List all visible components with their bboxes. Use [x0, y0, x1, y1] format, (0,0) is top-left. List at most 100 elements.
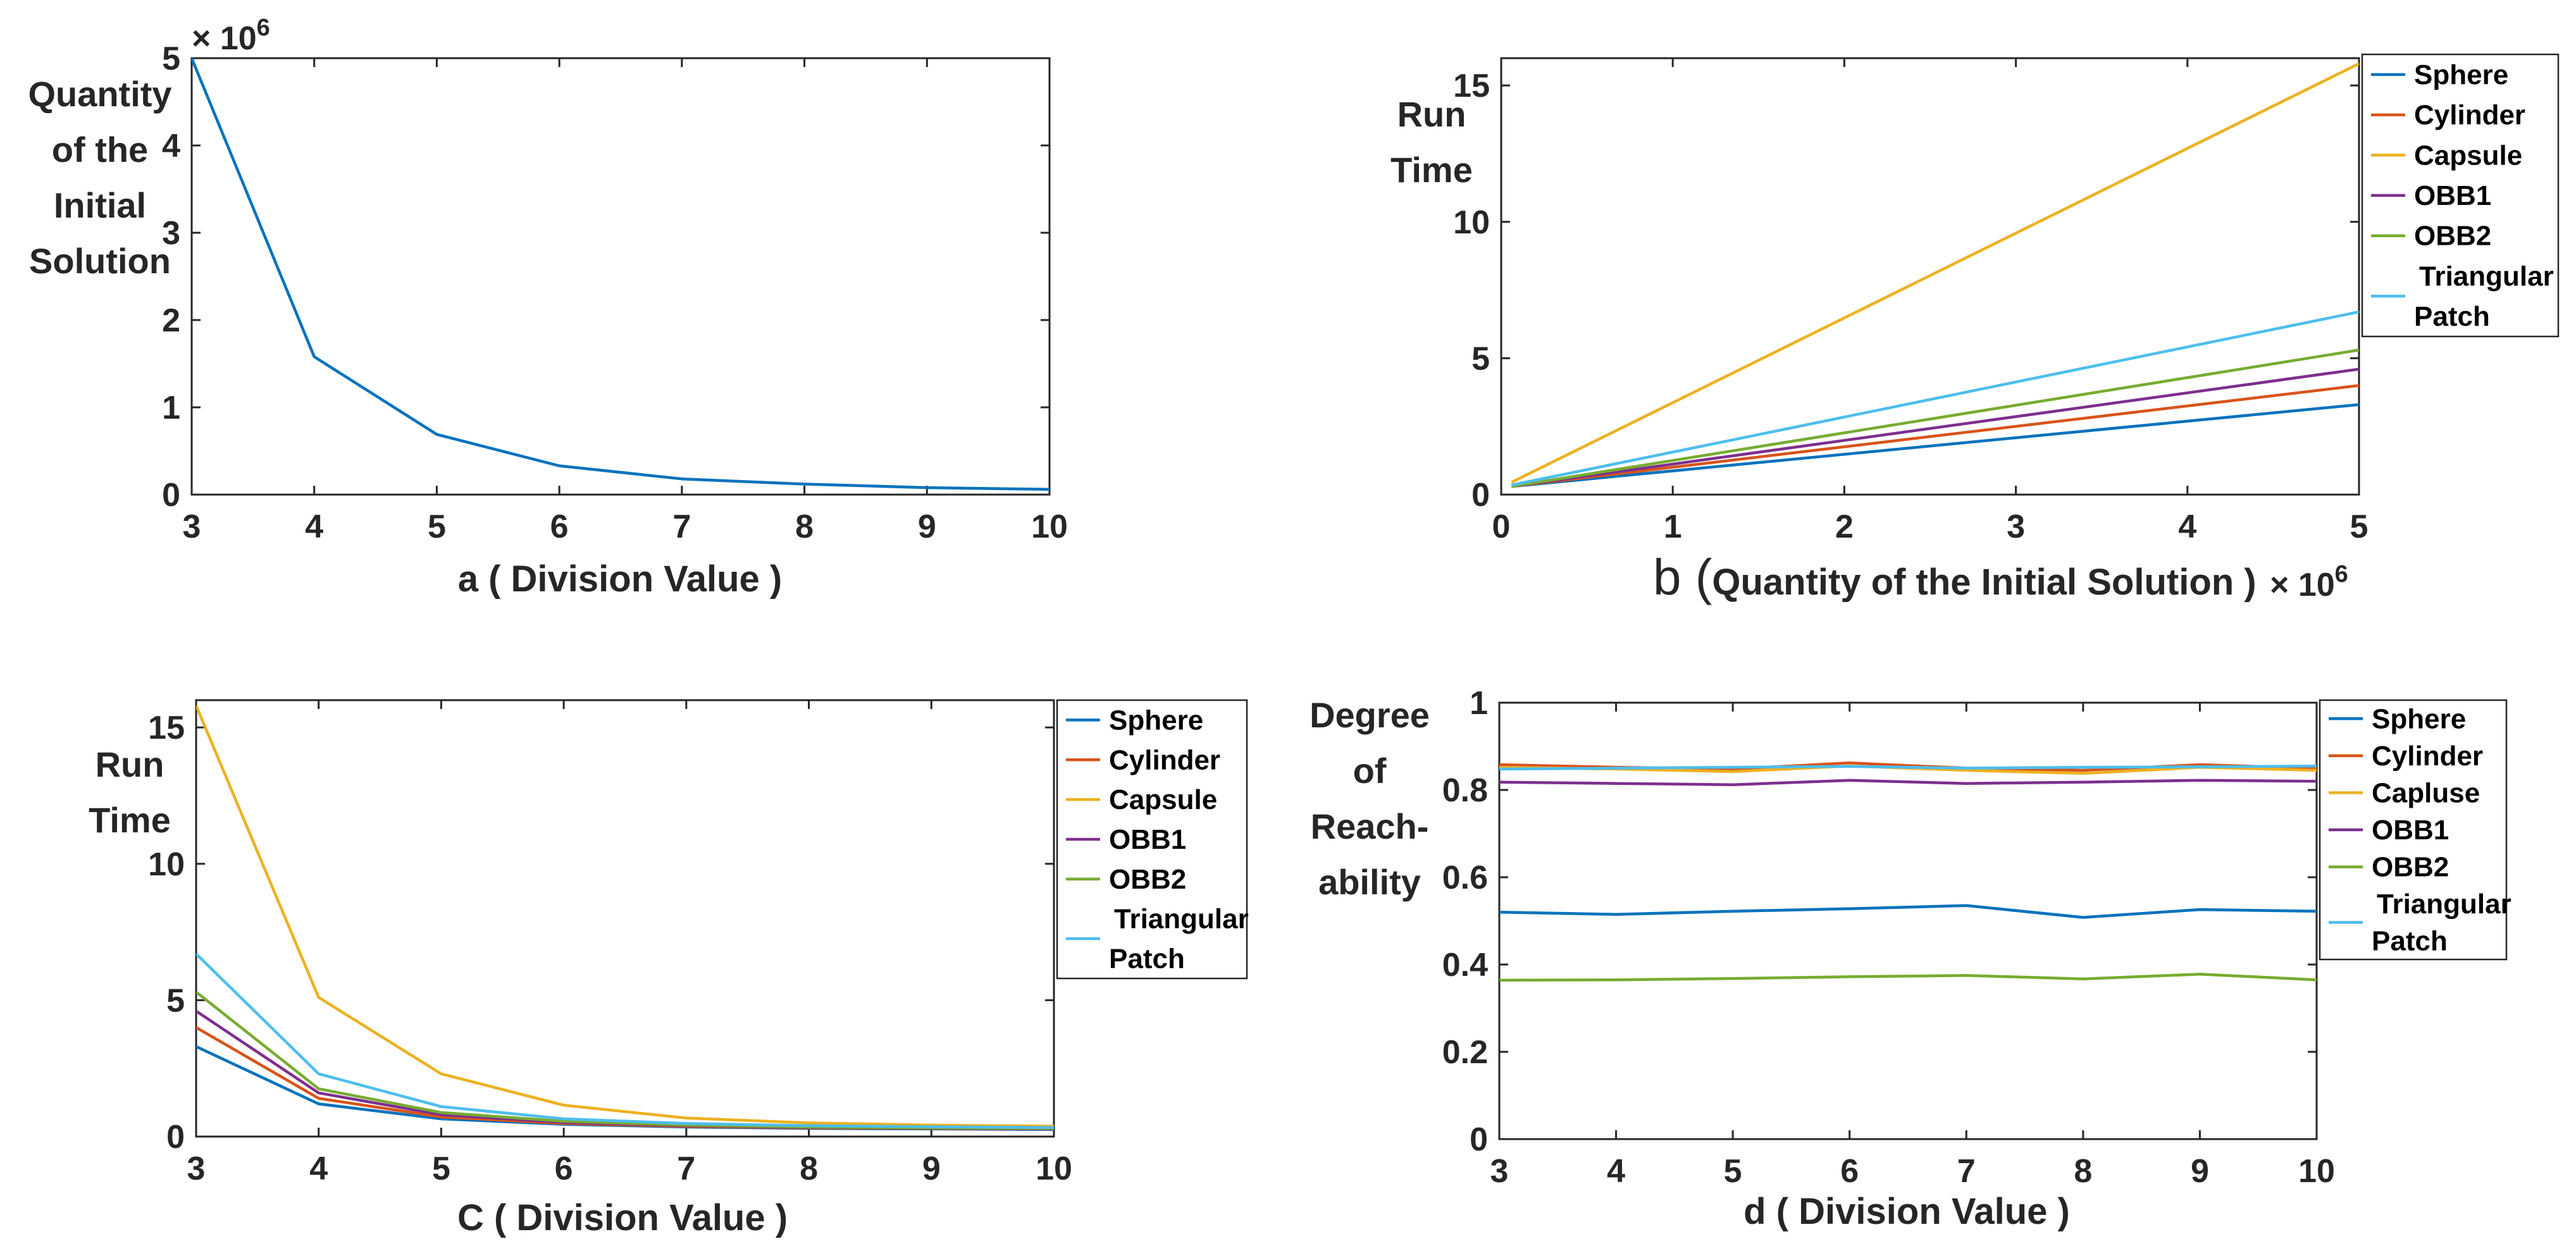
- legend-label: Sphere: [1109, 705, 1203, 736]
- legend-label: Cylinder: [1109, 744, 1220, 775]
- x-exponent-base: × 10: [2270, 567, 2335, 603]
- legend-label: Triangular: [1114, 904, 1249, 935]
- y-tick-label: 10: [148, 846, 185, 883]
- series-line-obb2: [1511, 348, 2359, 488]
- series-line-capsule: [196, 705, 1054, 1128]
- axes-box-b: [1500, 57, 2360, 496]
- x-tick-label: 5: [432, 1150, 450, 1187]
- y-tick-label: 0.2: [1442, 1034, 1488, 1071]
- x-tick-label: 6: [555, 1150, 573, 1187]
- legend-label: OBB2: [2414, 221, 2491, 252]
- x-tick-label: 9: [918, 509, 936, 545]
- legend-label: Triangular: [2377, 889, 2511, 920]
- y-tick-label: 3: [162, 215, 180, 252]
- y-tick-label: 0: [162, 477, 180, 514]
- legend-label: Sphere: [2372, 703, 2466, 734]
- x-tick-label: 10: [2298, 1153, 2335, 1190]
- y-tick-label: 1: [1470, 685, 1488, 722]
- y-axis-label-line: Time: [89, 800, 171, 840]
- x-tick-label: 8: [2074, 1153, 2092, 1190]
- y-axis-label-line: Quantity: [28, 74, 171, 114]
- axes-box-c: [195, 699, 1055, 1138]
- y-tick-label: 0.8: [1442, 772, 1488, 809]
- y-axis-label-line: Time: [1390, 150, 1473, 190]
- y-tick-label: 1: [162, 390, 180, 426]
- x-tick-label: 6: [1840, 1153, 1859, 1190]
- x-tick-label: 2: [1835, 509, 1854, 545]
- x-tick-label: 8: [795, 509, 814, 545]
- y-axis-label-line: Initial: [54, 185, 146, 225]
- y-axis-label-line: of: [1353, 751, 1387, 791]
- series-line-triangular-patch: [196, 953, 1054, 1130]
- series-line-cylinder: [196, 1026, 1054, 1131]
- x-tick-label: 7: [672, 509, 691, 545]
- y-tick-label: 2: [162, 302, 180, 339]
- series-line-sphere: [1499, 904, 2317, 919]
- legend-label: OBB2: [2372, 852, 2449, 883]
- y-tick-label: 0.6: [1442, 860, 1488, 896]
- x-axis-label: C ( Division Value ): [457, 1197, 788, 1238]
- series-line-obb2: [196, 990, 1054, 1130]
- y-axis-label-line: Reach-: [1311, 806, 1429, 846]
- series-line-obb2: [1499, 972, 2317, 982]
- y-tick-label: 5: [1471, 340, 1490, 377]
- y-exponent-power: 6: [257, 15, 270, 41]
- x-tick-label: 4: [1607, 1153, 1625, 1190]
- axes-box-d: [1498, 701, 2318, 1140]
- x-tick-label: 3: [1490, 1153, 1509, 1190]
- legend-label: Cylinder: [2372, 741, 2483, 772]
- x-tick-label: 6: [550, 509, 569, 545]
- x-axis-label: d ( Division Value ): [1743, 1191, 2070, 1232]
- y-axis-label-line: Run: [1397, 94, 1466, 134]
- legend-label: OBB2: [1109, 864, 1186, 895]
- x-tick-label: 5: [428, 509, 446, 545]
- series-line-sphere: [196, 1045, 1054, 1132]
- x-tick-label: 3: [2007, 509, 2025, 545]
- series-line-sphere: [1511, 403, 2359, 488]
- y-exponent-base: × 10: [192, 20, 257, 57]
- legend-label: Sphere: [2414, 59, 2508, 90]
- panel-d: 3 4 5 6 7 8 9 10 0 0.2 0.4 0.6 0.8 1 d ( Division Valu…: [1310, 685, 2511, 1232]
- x-tick-label: 5: [2350, 509, 2369, 545]
- series-line-capsule: [1511, 62, 2359, 484]
- x-tick-label: 0: [1492, 509, 1511, 545]
- x-tick-label: 3: [183, 509, 201, 545]
- x-tick-label: 4: [305, 509, 323, 545]
- legend-d: Sphere Cylinder Capluse OBB1 OBB2 Triangular P…: [2319, 699, 2511, 961]
- y-tick-label: 10: [1453, 204, 1490, 241]
- y-axis-label-line: Run: [96, 744, 164, 784]
- y-axis-label-line: ability: [1318, 862, 1421, 902]
- legend-label: Triangular: [2419, 261, 2554, 292]
- y-axis-label-line: Solution: [29, 241, 171, 281]
- x-tick-label: 1: [1664, 509, 1682, 545]
- series-line-obb1: [1499, 779, 2317, 786]
- x-tick-label: 5: [1724, 1153, 1742, 1190]
- x-tick-label: 3: [187, 1150, 206, 1187]
- y-tick-label: 15: [148, 710, 185, 746]
- x-exponent-label: × 106: [2270, 561, 2348, 603]
- legend-label: Patch: [1109, 944, 1185, 975]
- x-tick-label: 4: [2178, 509, 2196, 545]
- x-tick-label: 7: [1957, 1153, 1976, 1190]
- legend-label: OBB1: [2414, 180, 2491, 211]
- y-tick-label: 0.4: [1442, 947, 1488, 984]
- series-line-cylinder: [1511, 384, 2359, 488]
- legend-label: Capsule: [2414, 140, 2522, 171]
- x-exponent-power: 6: [2335, 561, 2348, 588]
- legend-label: Cylinder: [2414, 100, 2525, 131]
- panel-c: 3 4 5 6 7 8 9 10 0 5 10 15 C ( Division Value ) Run Ti…: [89, 699, 1249, 1238]
- y-axis-label-line: Degree: [1310, 695, 1430, 735]
- x-tick-label: 8: [800, 1150, 818, 1187]
- y-tick-label: 0: [1471, 477, 1490, 514]
- y-tick-label: 0: [1470, 1121, 1488, 1158]
- series-line-obb1: [1511, 367, 2359, 488]
- series-line-triangular-patch: [1499, 764, 2317, 771]
- x-tick-label: 10: [1036, 1150, 1072, 1187]
- legend-c: Sphere Cylinder Capsule OBB1 OBB2 Triangular P…: [1056, 699, 1249, 980]
- legend-label: Patch: [2414, 301, 2490, 332]
- legend-label: Capluse: [2372, 777, 2480, 808]
- legend-label: Capsule: [1109, 784, 1217, 815]
- x-tick-label: 7: [677, 1150, 695, 1187]
- y-axis-label-line: of the: [52, 130, 148, 170]
